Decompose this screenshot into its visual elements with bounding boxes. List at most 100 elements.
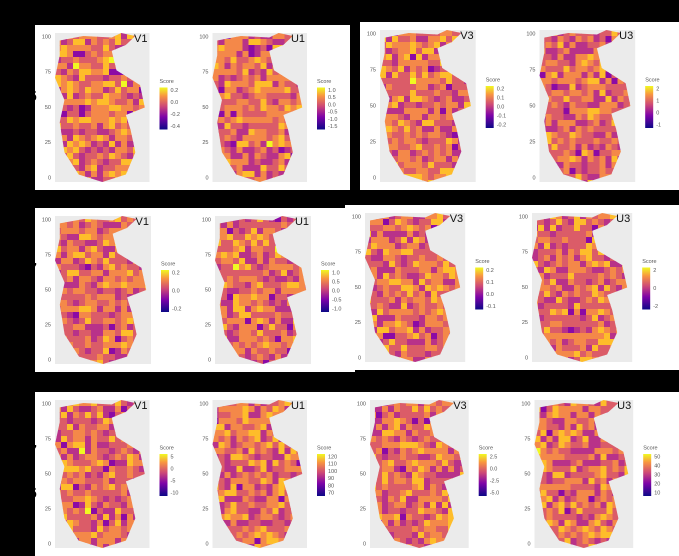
map-tile [79, 324, 86, 331]
map-tile [568, 279, 575, 286]
map-tile [556, 243, 563, 250]
map-tile [422, 150, 429, 157]
map-tile [79, 264, 86, 271]
map-tile [546, 454, 553, 461]
map-tile [605, 168, 612, 175]
map-tile [67, 484, 74, 491]
map-tile [592, 327, 599, 334]
map-tile [91, 45, 98, 52]
map-tile [79, 448, 86, 455]
map-tile [109, 430, 116, 437]
map-tile [437, 309, 444, 316]
map-tile [422, 174, 429, 181]
map-tile [55, 246, 62, 253]
map-tile [97, 514, 104, 521]
map-tile [218, 81, 225, 88]
map-tile [588, 448, 595, 455]
map-tile [418, 454, 425, 461]
map-tile [389, 267, 396, 274]
map-tile [400, 514, 407, 521]
map-tile [73, 318, 80, 325]
map-tile [239, 312, 246, 319]
map-tile [587, 150, 594, 157]
map-tile [296, 460, 303, 467]
map-tile [422, 132, 429, 139]
map-tile [401, 231, 408, 238]
map-tile [446, 132, 453, 139]
map-tile [557, 78, 564, 85]
map-tile [587, 162, 594, 169]
map-tile [552, 412, 559, 419]
map-tile [622, 273, 628, 280]
map-tile [570, 466, 577, 473]
map-tile [562, 237, 569, 244]
map-tile [605, 132, 612, 139]
map-tile [568, 237, 575, 244]
map-tile [581, 162, 588, 169]
map-tile [412, 442, 419, 449]
map-tile [570, 448, 577, 455]
map-tile [91, 442, 98, 449]
map-tile [127, 264, 134, 271]
map-tile [431, 297, 438, 304]
map-tile [371, 237, 378, 244]
map-tile [233, 336, 240, 343]
map-tile [556, 249, 563, 256]
map-tile [599, 30, 606, 37]
map-tile [254, 141, 261, 148]
map-tile [275, 270, 282, 277]
map-tile [115, 222, 122, 229]
map-tile [293, 330, 300, 337]
map-tile [612, 472, 619, 479]
map-tile [550, 243, 557, 250]
legend-title: Score [317, 445, 331, 451]
map-tile [424, 496, 431, 503]
map-tile [582, 466, 589, 473]
map-tile [412, 508, 419, 515]
map-tile [574, 297, 581, 304]
map-tile [556, 297, 563, 304]
map-tile [419, 231, 426, 238]
map-tile [91, 430, 98, 437]
map-tile [85, 129, 92, 136]
map-tile [598, 213, 605, 220]
map-tile [61, 105, 68, 112]
map-tile [79, 159, 86, 166]
map-tile [91, 490, 98, 497]
map-tile [424, 532, 431, 539]
map-tile [455, 285, 461, 292]
map-tile [91, 342, 98, 349]
map-tile [587, 90, 594, 97]
map-tile [278, 159, 285, 166]
map-tile [121, 33, 128, 40]
map-tile [230, 490, 237, 497]
map-tile [401, 345, 408, 352]
map-tile [224, 75, 231, 82]
map-tile [287, 312, 294, 319]
map-tile [85, 490, 92, 497]
map-tile [407, 309, 414, 316]
map-tile [97, 412, 104, 419]
map-tile [221, 270, 228, 277]
map-tile [383, 261, 390, 268]
map-tile [388, 484, 395, 491]
map-tile [594, 466, 601, 473]
map-tile [85, 159, 92, 166]
map-tile [599, 168, 606, 175]
map-tile [419, 333, 426, 340]
map-tile [440, 84, 447, 91]
map-tile [623, 96, 630, 103]
map-tile [272, 87, 279, 94]
map-tile [580, 267, 587, 274]
map-tile [605, 96, 612, 103]
map-tile [392, 54, 399, 61]
map-tile [546, 412, 553, 419]
map-tile [576, 466, 583, 473]
map-tile [544, 315, 551, 322]
map-tile [419, 297, 426, 304]
map-tile [103, 177, 110, 182]
map-tile [562, 327, 569, 334]
map-tile [412, 466, 419, 473]
map-tile [103, 45, 110, 52]
map-tile [260, 460, 267, 467]
